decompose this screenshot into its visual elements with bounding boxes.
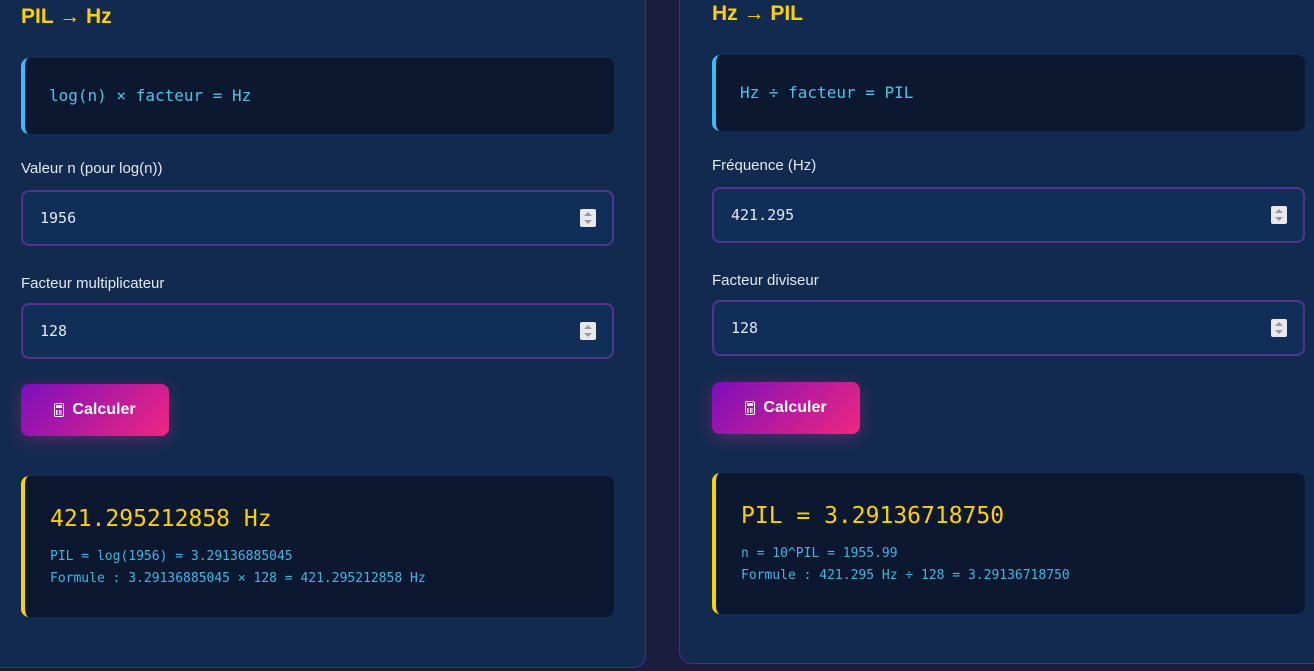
result-box: 421.295212858 Hz PIL = log(1956) = 3.291…	[21, 476, 614, 617]
button-label: Calculer	[72, 401, 136, 418]
n-value: 1956	[40, 209, 77, 227]
card-title: Hz → PIL	[712, 2, 804, 25]
n-label: Valeur n (pour log(n))	[21, 160, 163, 177]
calculator-icon	[54, 403, 65, 417]
result-main: 421.295212858 Hz	[50, 506, 272, 532]
calculate-button[interactable]: Calculer	[21, 384, 169, 436]
n-input[interactable]: 1956	[21, 190, 614, 246]
factor-input[interactable]: 128	[712, 300, 1305, 356]
result-line: n = 10^PIL = 1955.99	[741, 546, 898, 561]
result-line: Formule : 421.295 Hz ÷ 128 = 3.291367187…	[741, 568, 1070, 583]
result-main: PIL = 3.29136718750	[741, 503, 1005, 529]
number-spinner-icon[interactable]	[580, 209, 596, 227]
number-spinner-icon[interactable]	[1271, 206, 1287, 224]
factor-label: Facteur diviseur	[712, 272, 819, 289]
result-line: PIL = log(1956) = 3.29136885045	[50, 549, 293, 564]
calculator-icon	[745, 401, 756, 415]
button-label: Calculer	[763, 399, 827, 416]
frequency-value: 421.295	[731, 206, 795, 224]
hz-to-pil-card: Hz → PIL Hz ÷ facteur = PIL Fréquence (H…	[679, 0, 1314, 664]
number-spinner-icon[interactable]	[580, 322, 596, 340]
result-line: Formule : 3.29136885045 × 128 = 421.2952…	[50, 571, 426, 586]
pil-to-hz-card: PIL → Hz log(n) × facteur = Hz Valeur n …	[0, 0, 646, 668]
frequency-input[interactable]: 421.295	[712, 187, 1305, 243]
formula-box: Hz ÷ facteur = PIL	[712, 55, 1305, 131]
factor-input[interactable]: 128	[21, 303, 614, 359]
card-title: PIL → Hz	[21, 5, 112, 28]
factor-value: 128	[40, 322, 68, 340]
result-box: PIL = 3.29136718750 n = 10^PIL = 1955.99…	[712, 473, 1305, 614]
calculate-button[interactable]: Calculer	[712, 382, 860, 434]
frequency-label: Fréquence (Hz)	[712, 157, 817, 174]
factor-value: 128	[731, 319, 759, 337]
number-spinner-icon[interactable]	[1271, 319, 1287, 337]
factor-label: Facteur multiplicateur	[21, 275, 165, 292]
formula-box: log(n) × facteur = Hz	[21, 58, 614, 134]
